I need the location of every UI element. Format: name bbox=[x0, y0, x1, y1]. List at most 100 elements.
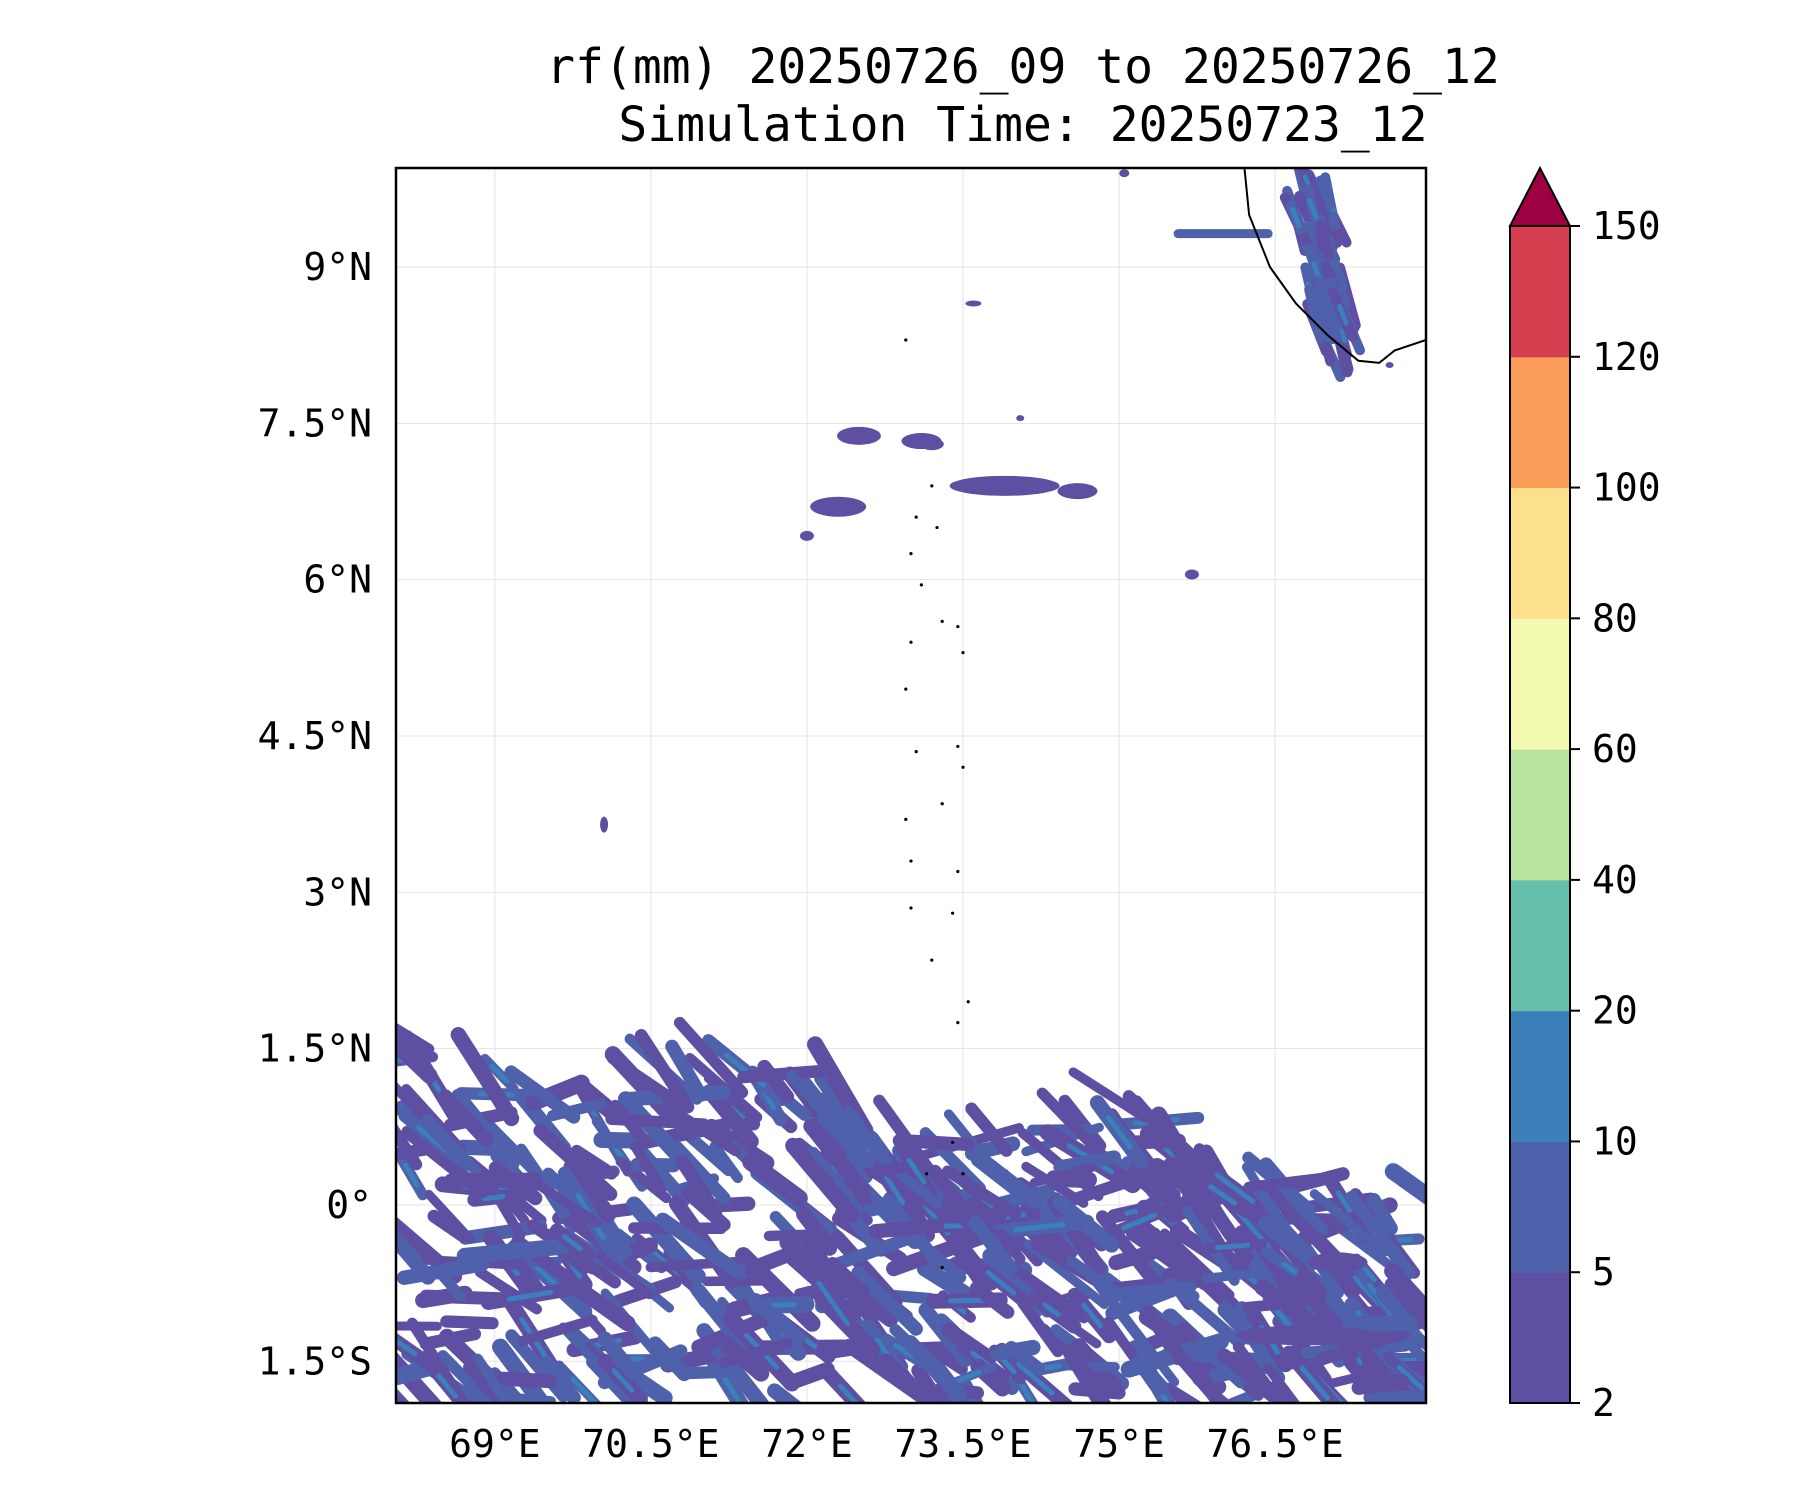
y-tick-label: 7.5°N bbox=[258, 401, 372, 445]
rain-streak bbox=[683, 1365, 731, 1380]
rain-streak bbox=[1105, 1114, 1133, 1150]
rain-streak bbox=[662, 1096, 698, 1142]
rain-streak bbox=[1315, 220, 1334, 261]
island bbox=[961, 1172, 965, 1176]
rain-streak bbox=[1232, 1341, 1287, 1403]
x-tick-label: 75°E bbox=[1073, 1422, 1165, 1466]
rain-streak bbox=[837, 1383, 860, 1403]
rain-streak bbox=[1162, 1337, 1227, 1403]
rain-streak bbox=[1384, 1163, 1426, 1206]
rain-streak bbox=[841, 1338, 936, 1403]
island bbox=[940, 1265, 944, 1270]
rain-streak bbox=[1345, 1190, 1416, 1280]
rain-streak bbox=[527, 1175, 602, 1228]
colorbar-tick-label: 10 bbox=[1592, 1119, 1638, 1163]
rain-streak bbox=[1017, 1297, 1064, 1358]
rain-cell bbox=[836, 426, 881, 445]
rain-streak bbox=[647, 1336, 692, 1382]
rain-streak bbox=[1337, 303, 1349, 326]
rain-streak bbox=[905, 1177, 942, 1209]
island bbox=[925, 1172, 929, 1176]
rain-streak bbox=[617, 1091, 694, 1172]
rain-streak bbox=[1150, 1106, 1203, 1182]
rain-streak bbox=[1283, 1187, 1329, 1236]
rain-streak bbox=[1121, 1314, 1180, 1387]
rain-streak bbox=[1377, 1283, 1412, 1325]
rain-streak bbox=[1384, 1277, 1426, 1333]
rain-streak bbox=[396, 1228, 436, 1285]
rain-streak bbox=[943, 1109, 986, 1159]
rain-streak bbox=[472, 1353, 513, 1403]
colorbar: 2 5 10 20 40 60 80 100 120 150 bbox=[1508, 165, 1661, 1425]
rain-streak bbox=[985, 1270, 1017, 1296]
rain-streak bbox=[884, 1175, 906, 1206]
rain-streak bbox=[506, 1289, 554, 1302]
colorbar-segment bbox=[1510, 356, 1570, 489]
island bbox=[940, 802, 944, 806]
rain-streak bbox=[718, 1337, 794, 1368]
rain-streak bbox=[630, 1141, 667, 1195]
rain-streak bbox=[1003, 1258, 1090, 1324]
rain-streak bbox=[789, 1361, 835, 1388]
rain-streak bbox=[1254, 1279, 1331, 1340]
island bbox=[909, 640, 913, 644]
colorbar-extend-arrow bbox=[1508, 165, 1572, 227]
colorbar-tick-label: 120 bbox=[1592, 335, 1661, 379]
island bbox=[956, 624, 960, 629]
rain-streak bbox=[1263, 1363, 1301, 1403]
rainfall-contours bbox=[396, 168, 1426, 1403]
colorbar-segment bbox=[1510, 749, 1570, 881]
rain-streak bbox=[1058, 1094, 1107, 1152]
island bbox=[930, 958, 934, 962]
rain-cell bbox=[1236, 1325, 1377, 1346]
rain-streak bbox=[419, 1114, 475, 1171]
rain-streak bbox=[951, 1369, 982, 1386]
y-tick-label: 1.5°S bbox=[258, 1339, 372, 1383]
rain-streak bbox=[559, 1273, 636, 1332]
island bbox=[914, 515, 918, 519]
rain-streak bbox=[1016, 1361, 1055, 1396]
y-tick-label: 0° bbox=[326, 1183, 372, 1227]
rain-streak bbox=[570, 1144, 618, 1180]
rain-streak bbox=[785, 1137, 860, 1223]
rain-cell bbox=[1057, 483, 1098, 500]
rain-streak bbox=[969, 1281, 1015, 1319]
y-tick-label: 9°N bbox=[303, 245, 372, 289]
island bbox=[966, 1000, 970, 1004]
rain-streak bbox=[489, 1063, 510, 1084]
rain-streak bbox=[803, 1118, 872, 1200]
rain-streak bbox=[593, 1131, 649, 1149]
x-tick-label: 70.5°E bbox=[582, 1422, 719, 1466]
colorbar-tick-label: 2 bbox=[1592, 1381, 1615, 1425]
island bbox=[904, 338, 908, 342]
colorbar-segment bbox=[1510, 618, 1570, 750]
rain-streak bbox=[763, 1229, 825, 1242]
rain-streak bbox=[1214, 1172, 1256, 1205]
rain-cell bbox=[600, 816, 609, 833]
rain-streak bbox=[826, 1256, 870, 1299]
rain-streak bbox=[1207, 1351, 1247, 1389]
colorbar-tick-label: 5 bbox=[1592, 1250, 1615, 1294]
rain-streak bbox=[1023, 1239, 1110, 1310]
rain-streak bbox=[1029, 1162, 1097, 1188]
rain-cell bbox=[949, 475, 1060, 496]
rain-streak bbox=[768, 1302, 797, 1308]
rain-streak bbox=[1164, 1188, 1227, 1224]
rain-streak bbox=[1120, 1212, 1158, 1231]
rain-streak bbox=[1140, 1325, 1186, 1353]
y-tick-label: 3°N bbox=[303, 870, 372, 914]
rain-streak bbox=[563, 1159, 617, 1223]
x-tick-label: 69°E bbox=[449, 1422, 541, 1466]
rain-streak bbox=[573, 1078, 621, 1121]
rain-streak bbox=[1290, 206, 1302, 229]
rain-streak bbox=[1013, 1222, 1066, 1233]
rain-streak bbox=[1068, 1067, 1150, 1123]
colorbar-segment bbox=[1510, 1141, 1570, 1273]
colorbar-tick-label: 150 bbox=[1592, 204, 1661, 248]
rain-streak bbox=[1272, 1305, 1292, 1328]
rain-streak bbox=[893, 1342, 917, 1360]
rain-streak bbox=[450, 1027, 520, 1127]
rain-streak bbox=[902, 1335, 967, 1402]
rain-streak bbox=[1351, 1374, 1410, 1395]
rain-streak bbox=[1360, 1263, 1377, 1283]
